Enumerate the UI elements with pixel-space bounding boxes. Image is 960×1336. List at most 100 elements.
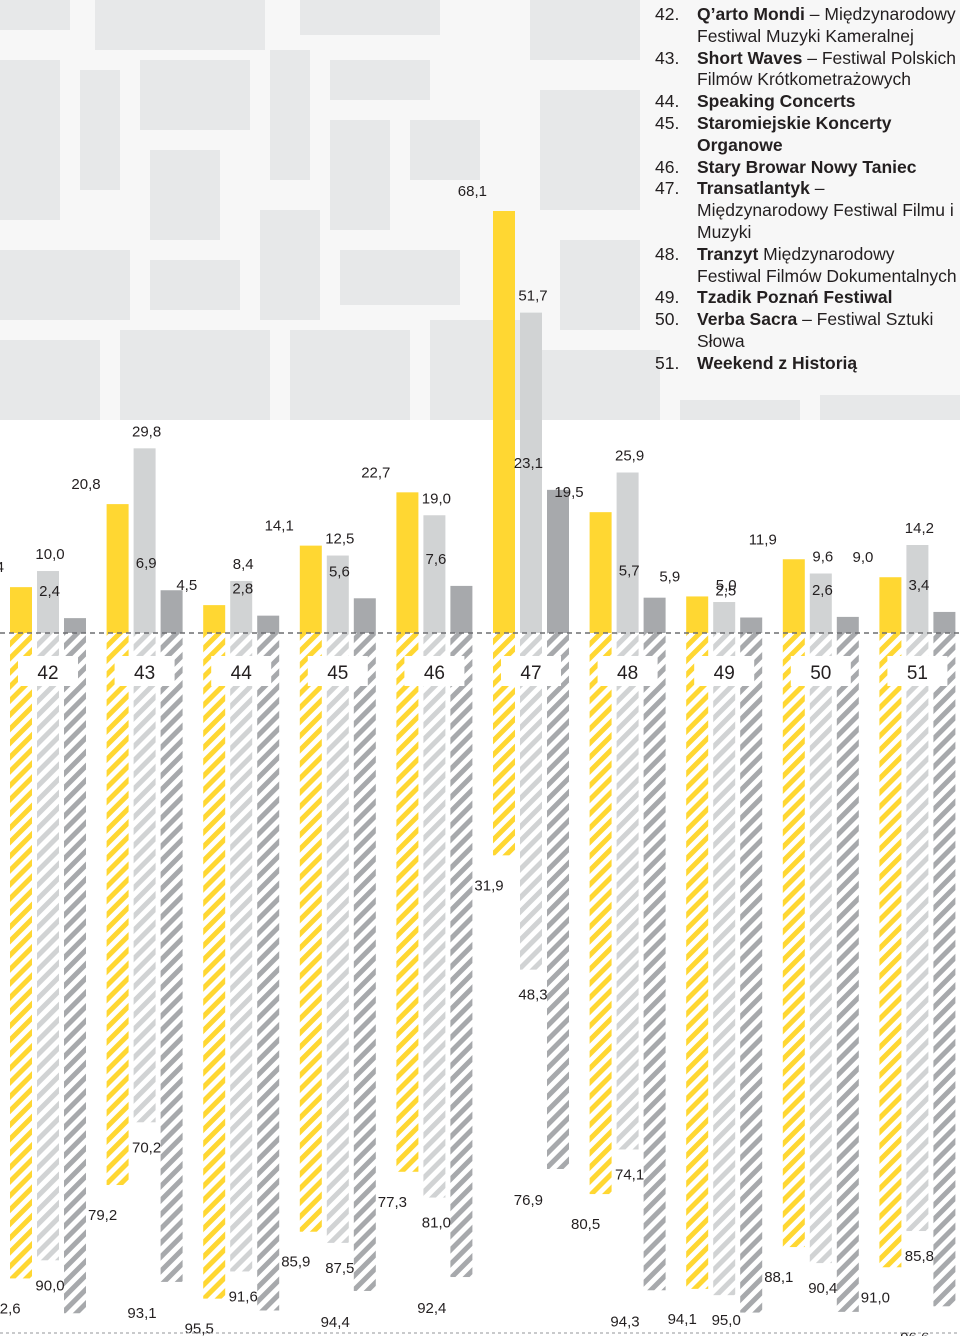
- category-label-backing: [18, 656, 78, 686]
- bar: [230, 580, 253, 633]
- bar: [160, 590, 183, 633]
- bar-value-label: 4,5: [176, 577, 197, 594]
- legend-item-description: – Festiwal Polskich Filmów Krótkometrażo…: [697, 47, 957, 90]
- bar-value-label: 14,2: [905, 520, 934, 537]
- bar-value-label: 6,9: [136, 555, 157, 572]
- legend-item-description: – Międzynarodowy Festiwal Muzyki Kameral…: [697, 4, 956, 46]
- bar: [64, 618, 86, 633]
- complement-value-label: 88,1: [764, 1269, 793, 1286]
- complement-value-label: 92,4: [417, 1300, 446, 1317]
- legend-item-number: 49.: [655, 287, 680, 308]
- category-label: 42: [37, 663, 58, 684]
- bar-value-label: 2,4: [39, 583, 60, 600]
- bar-value-label: 2,8: [232, 581, 253, 598]
- complement-value-label: 76,9: [514, 1192, 543, 1209]
- bar-value-label: 7,4: [0, 559, 4, 576]
- legend-item: 47. Transatlantyk – Międzynarodowy Festiw…: [655, 178, 960, 243]
- category-label-backing: [114, 656, 175, 686]
- bar: [493, 211, 515, 633]
- bar: [836, 616, 859, 633]
- legend-item: 45. Staromiejskie Koncerty Organowe: [655, 113, 960, 157]
- complement-value-label: 31,9: [474, 877, 503, 894]
- legend-item-name: Weekend z Historią: [697, 352, 858, 373]
- complement-bar: [906, 633, 929, 1232]
- bar: [326, 555, 349, 633]
- complement-bar: [160, 633, 183, 1282]
- complement-value-label: 97,4: [804, 1335, 833, 1336]
- complement-bar: [37, 633, 59, 1261]
- bar: [809, 573, 832, 633]
- category-label: 51: [907, 663, 928, 684]
- category-label-backing: [694, 656, 755, 686]
- bar: [10, 587, 32, 633]
- complement-bar: [64, 633, 86, 1314]
- bar-value-label: 68,1: [458, 183, 487, 200]
- bar-value-label: 8,4: [233, 556, 254, 573]
- complement-value-label: 90,4: [808, 1280, 837, 1297]
- bar-value-label: 51,7: [518, 288, 547, 305]
- complement-bar: [450, 633, 473, 1278]
- legend-item-name: Verba Sacra: [697, 309, 798, 330]
- bar-value-label: 2,5: [715, 583, 736, 600]
- legend-item-number: 42.: [655, 4, 680, 24]
- bar: [906, 545, 929, 633]
- bar-value-label: 9,0: [853, 549, 874, 566]
- bar-value-label: 12,5: [325, 531, 354, 548]
- bar: [933, 611, 956, 633]
- category-label: 49: [714, 663, 735, 684]
- bar: [643, 597, 666, 633]
- complement-value-label: 95,0: [712, 1312, 741, 1329]
- bar-value-label: 25,9: [615, 448, 644, 465]
- festival-legend: 42. Q’arto Mondi – Międzynarodowy Festiwa…: [655, 4, 960, 375]
- complement-bar: [257, 633, 280, 1311]
- bar-value-label: 5,6: [329, 563, 350, 580]
- bar: [106, 504, 129, 633]
- complement-bar: [203, 633, 226, 1299]
- bar: [782, 559, 805, 633]
- category-label: 50: [810, 663, 831, 684]
- complement-bars: [10, 633, 956, 1314]
- bar-value-label: 19,5: [554, 484, 583, 501]
- legend-item-name: Q’arto Mondi: [697, 4, 805, 24]
- category-label: 47: [520, 663, 541, 684]
- complement-bar: [713, 633, 736, 1296]
- positive-bars: [10, 211, 956, 633]
- bar: [133, 448, 156, 633]
- bar: [616, 472, 639, 633]
- complement-bar: [10, 633, 32, 1279]
- complement-bar: [809, 633, 832, 1264]
- complement-value-label: 90,0: [35, 1277, 64, 1294]
- complement-value-label: 91,0: [861, 1289, 890, 1306]
- bar-value-label: 22,7: [361, 464, 390, 481]
- bar-value-label: 10,0: [35, 546, 64, 563]
- legend-item-number: 44.: [655, 91, 680, 112]
- complement-bar: [299, 633, 322, 1232]
- category-label-backing: [597, 656, 658, 686]
- bar: [879, 577, 902, 633]
- legend-item-name: Tzadik Poznań Festiwal: [697, 287, 893, 308]
- bar-value-label: 29,8: [132, 423, 161, 440]
- complement-bar: [520, 633, 542, 970]
- bar: [589, 512, 612, 633]
- legend-item-name: Speaking Concerts: [697, 91, 856, 112]
- complement-value-label: 92,6: [0, 1300, 21, 1317]
- bar-value-label: 3,4: [909, 577, 930, 594]
- category-label: 48: [617, 663, 638, 684]
- legend-item-name: Staromiejskie Koncerty Organowe: [697, 112, 892, 155]
- legend-item: 43. Short Waves – Festiwal Polskich Filmó…: [655, 48, 960, 92]
- legend-item-description: – Międzynarodowy Festiwal Filmu i Muzyki: [697, 178, 954, 242]
- complement-bar: [782, 633, 805, 1248]
- legend-item: 46. Stary Browar Nowy Taniec: [655, 157, 960, 179]
- legend-item-name: Short Waves: [697, 47, 803, 68]
- complement-value-label: 87,5: [325, 1260, 354, 1277]
- bar: [450, 585, 473, 633]
- bar-value-label: 23,1: [514, 455, 543, 472]
- bar-value-label: 5,7: [619, 563, 640, 580]
- complement-bar: [396, 633, 419, 1172]
- legend-item-number: 45.: [655, 112, 680, 133]
- complement-bar: [106, 633, 129, 1186]
- complement-bar: [879, 633, 902, 1268]
- legend-item: 48. Tranzyt Międzynarodowy Festiwal Filmó…: [655, 244, 960, 288]
- complement-value-label: 85,8: [905, 1248, 934, 1265]
